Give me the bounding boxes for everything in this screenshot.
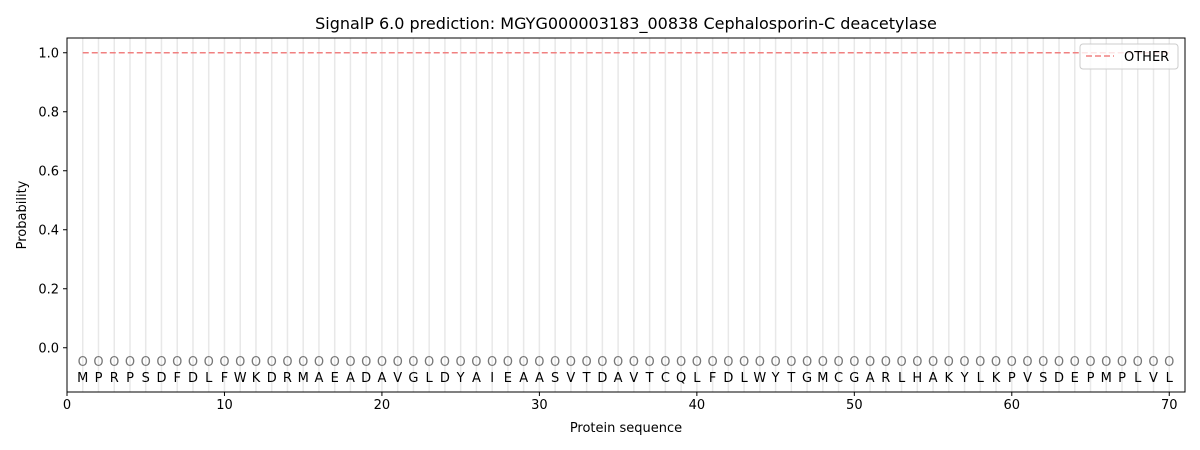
residue-label: R	[283, 371, 292, 386]
residue-label: A	[614, 371, 623, 386]
residue-label: L	[740, 371, 748, 386]
x-tick-label: 20	[374, 398, 391, 413]
residue-label: E	[504, 371, 512, 386]
residue-label: L	[205, 371, 213, 386]
residue-label: T	[582, 371, 591, 386]
y-tick-label: 0.0	[38, 341, 59, 356]
x-tick-label: 70	[1161, 398, 1178, 413]
residue-label: F	[221, 371, 228, 386]
residue-label: R	[110, 371, 119, 386]
x-tick-label: 0	[63, 398, 71, 413]
residue-label: A	[866, 371, 875, 386]
residue-label: R	[881, 371, 890, 386]
y-tick-label: 0.2	[38, 282, 59, 297]
x-tick-label: 60	[1004, 398, 1021, 413]
residue-label: T	[645, 371, 654, 386]
residue-label: K	[252, 371, 261, 386]
residue-label: A	[519, 371, 528, 386]
residue-label: D	[267, 371, 277, 386]
residue-label: A	[314, 371, 323, 386]
residue-label: P	[126, 371, 134, 386]
x-axis-label: Protein sequence	[570, 421, 682, 436]
residue-label: M	[298, 371, 309, 386]
residue-label: D	[188, 371, 198, 386]
residue-label: A	[535, 371, 544, 386]
residue-label: P	[1008, 371, 1016, 386]
residue-label: L	[426, 371, 434, 386]
residue-label: C	[661, 371, 670, 386]
residue-label: A	[377, 371, 386, 386]
residue-label: Y	[456, 371, 465, 386]
residue-label: V	[1149, 371, 1158, 386]
residue-label: D	[361, 371, 371, 386]
residue-label: L	[977, 371, 985, 386]
residue-label: F	[173, 371, 180, 386]
residue-label: P	[1118, 371, 1126, 386]
residue-label: L	[693, 371, 701, 386]
x-tick-label: 30	[531, 398, 548, 413]
residue-label: E	[1071, 371, 1079, 386]
y-axis-label: Probability	[15, 180, 30, 249]
residue-label: P	[95, 371, 103, 386]
residue-label: S	[551, 371, 559, 386]
residue-label: M	[1101, 371, 1112, 386]
residue-label: Q	[676, 371, 686, 386]
residue-label: D	[1054, 371, 1064, 386]
residue-label: E	[331, 371, 339, 386]
residue-label: M	[77, 371, 88, 386]
residue-label: F	[709, 371, 716, 386]
x-tick-label: 50	[846, 398, 863, 413]
residue-label: Y	[771, 371, 780, 386]
residue-label: D	[440, 371, 450, 386]
residue-label: C	[834, 371, 843, 386]
x-tick-label: 10	[216, 398, 233, 413]
residue-label: W	[753, 371, 766, 386]
residue-label: K	[945, 371, 954, 386]
y-tick-label: 0.8	[38, 105, 59, 120]
y-tick-label: 0.4	[38, 223, 59, 238]
residue-label: V	[629, 371, 638, 386]
residue-label: S	[1039, 371, 1047, 386]
residue-label: L	[1134, 371, 1142, 386]
grid-layer	[81, 38, 1171, 392]
residue-label: A	[929, 371, 938, 386]
legend-label: OTHER	[1124, 50, 1169, 65]
x-tick-label: 40	[689, 398, 706, 413]
residue-label: W	[234, 371, 247, 386]
residue-label: L	[1166, 371, 1174, 386]
residue-label: M	[817, 371, 828, 386]
residue-label: D	[156, 371, 166, 386]
residue-label: G	[408, 371, 418, 386]
y-tick-label: 0.6	[38, 164, 59, 179]
residue-label: I	[490, 371, 494, 386]
chart-title: SignalP 6.0 prediction: MGYG000003183_00…	[315, 14, 937, 34]
residue-label: D	[597, 371, 607, 386]
residue-label: D	[723, 371, 733, 386]
plot-frame	[66, 37, 1186, 393]
legend	[1079, 43, 1179, 70]
residue-label: A	[346, 371, 355, 386]
residue-label: K	[992, 371, 1001, 386]
y-tick-label: 1.0	[38, 46, 59, 61]
residue-label: V	[566, 371, 575, 386]
predicted-labels: OOOOOOOOOOOOOOOOOOOOOOOOOOOOOOOOOOOOOOOO…	[78, 355, 1175, 370]
residue-label: P	[1087, 371, 1095, 386]
residue-label: H	[912, 371, 922, 386]
residue-label: T	[786, 371, 795, 386]
residue-label: Y	[960, 371, 969, 386]
residue-label: V	[393, 371, 402, 386]
residue-label: L	[898, 371, 906, 386]
residue-label: S	[142, 371, 150, 386]
residue-label: A	[472, 371, 481, 386]
residue-label: V	[1023, 371, 1032, 386]
residue-label: G	[849, 371, 859, 386]
residue-label: G	[802, 371, 812, 386]
